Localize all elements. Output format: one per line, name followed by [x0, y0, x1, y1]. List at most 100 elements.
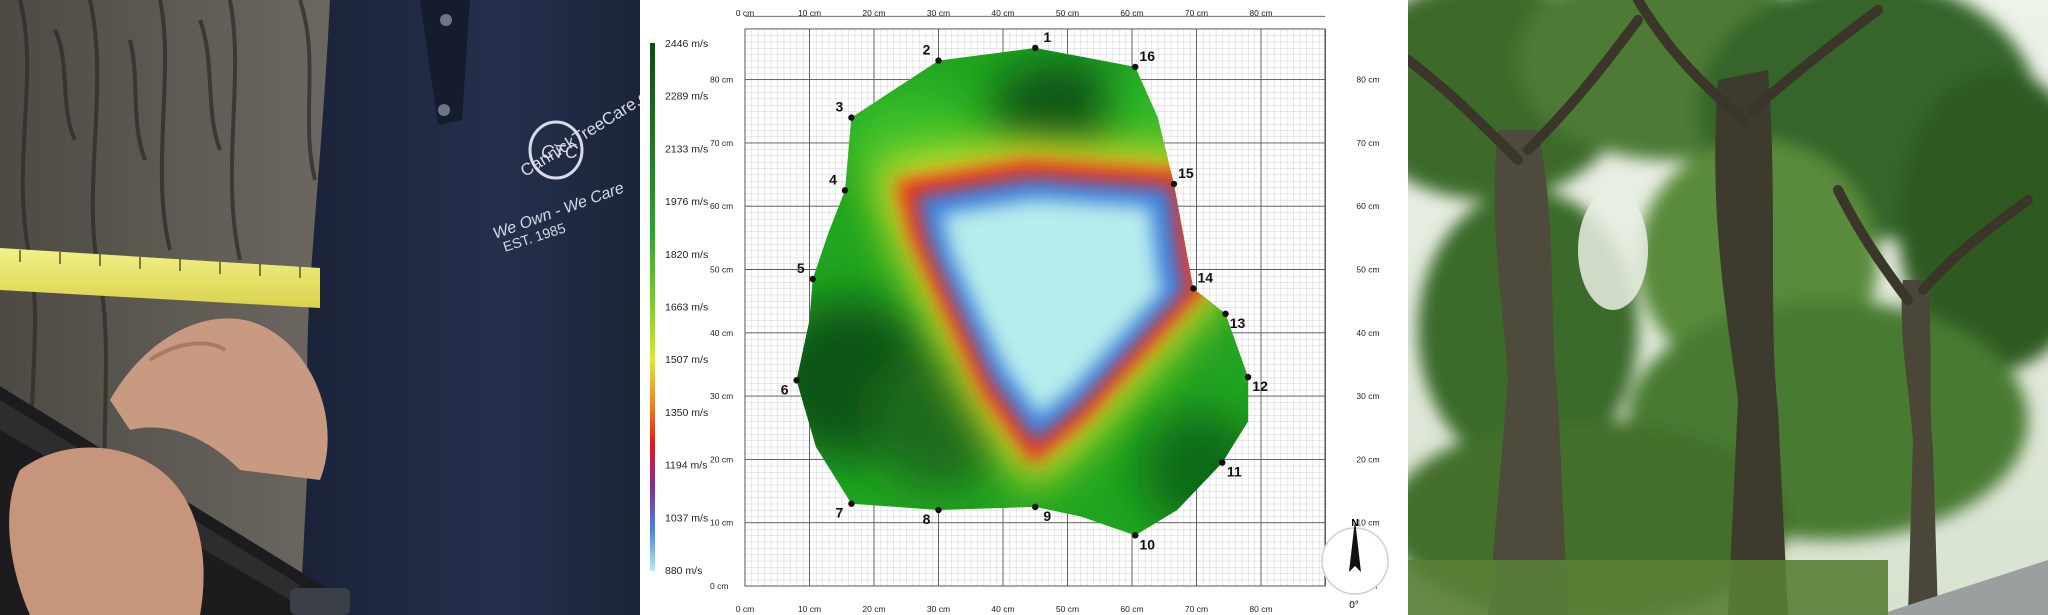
x-tick-bottom-40: 40 cm — [991, 604, 1014, 614]
sensor-label-10: 10 — [1139, 536, 1155, 552]
sensor-label-12: 12 — [1252, 378, 1268, 394]
tree-trunk-left — [1488, 130, 1568, 615]
colorbar-label-7: 1350 m/s — [665, 407, 708, 419]
tree-trunk-right — [1901, 280, 1938, 615]
y-tick-right-10: 10 cm — [1356, 518, 1379, 528]
sensor-1 — [1032, 44, 1039, 52]
sensor-12 — [1244, 373, 1252, 381]
tree-avenue-photo — [1408, 0, 2048, 615]
x-tick-top-10: 10 cm — [798, 8, 821, 18]
tree-avenue-illustration — [1408, 0, 2048, 615]
y-tick-right-60: 60 cm — [1356, 201, 1379, 211]
x-tick-bottom-80: 80 cm — [1249, 604, 1272, 614]
y-tick-left-40: 40 cm — [710, 328, 733, 338]
y-tick-right-20: 20 cm — [1356, 454, 1379, 464]
y-tick-right-80: 80 cm — [1356, 75, 1379, 85]
colorbar-label-2: 2133 m/s — [665, 143, 708, 155]
sensor-10 — [1132, 532, 1139, 539]
y-axis-left-labels: 0 cm 10 cm 20 cm 30 cm 40 cm 50 cm 60 cm 70 cm 8… — [710, 75, 733, 591]
x-tick-bottom-10: 10 cm — [798, 604, 821, 614]
sensor-13 — [1222, 310, 1229, 318]
sensor-label-9: 9 — [1043, 508, 1051, 524]
sensor-label-3: 3 — [836, 99, 844, 115]
y-tick-left-10: 10 cm — [710, 518, 733, 528]
sensor-label-13: 13 — [1230, 315, 1246, 331]
colorbar-label-3: 1976 m/s — [665, 196, 708, 208]
sensor-5 — [809, 275, 816, 283]
sensor-label-6: 6 — [781, 381, 789, 397]
sensor-6 — [793, 377, 800, 384]
tomogram-panel: 1 2 3 4 5 6 7 8 9 10 11 12 13 14 15 16 0 cm 10 cm 20 cm 30… — [640, 0, 1408, 615]
colorbar-label-6: 1507 m/s — [665, 354, 708, 366]
logo-monogram: CTC — [541, 142, 579, 162]
sensor-3 — [848, 114, 855, 121]
sensor-2 — [935, 57, 942, 64]
x-tick-bottom-50: 50 cm — [1056, 604, 1079, 614]
colorbar-label-1: 2289 m/s — [665, 91, 708, 103]
colorbar-label-8: 1194 m/s — [665, 460, 707, 472]
sensor-label-7: 7 — [836, 505, 844, 521]
x-tick-top-20: 20 cm — [862, 8, 885, 18]
x-tick-top-30: 30 cm — [927, 8, 950, 18]
sensor-9 — [1032, 503, 1039, 511]
x-tick-top-50: 50 cm — [1056, 8, 1079, 18]
colorbar-labels: 2446 m/s 2289 m/s 2133 m/s 1976 m/s 1820 m/s… — [665, 38, 708, 577]
sensor-label-4: 4 — [829, 171, 837, 187]
sensor-label-15: 15 — [1178, 165, 1194, 181]
sensor-11 — [1219, 459, 1226, 466]
arborist-photo: CannickTreeCare.co.uk CTC We Own - We Ca… — [0, 0, 640, 615]
sensor-label-16: 16 — [1139, 48, 1155, 64]
x-axis-bottom-labels: 0 cm 10 cm 20 cm 30 cm 40 cm 50 cm 60 cm 70 cm 8… — [736, 604, 1273, 614]
sensor-label-8: 8 — [923, 511, 931, 527]
sensor-4 — [841, 187, 849, 194]
x-tick-top-80: 80 cm — [1249, 8, 1272, 18]
x-tick-top-60: 60 cm — [1120, 8, 1143, 18]
hand — [110, 318, 328, 480]
y-tick-right-30: 30 cm — [1356, 391, 1379, 401]
sensor-15 — [1170, 180, 1178, 188]
x-tick-top-40: 40 cm — [991, 8, 1014, 18]
y-tick-left-20: 20 cm — [710, 454, 733, 464]
road — [1878, 560, 2048, 615]
sensor-label-2: 2 — [923, 42, 931, 58]
colorbar-label-0: 2446 m/s — [665, 38, 708, 50]
y-tick-left-70: 70 cm — [710, 138, 733, 148]
sensor-label-14: 14 — [1197, 269, 1213, 285]
north-arrow: N 0° — [1321, 518, 1389, 611]
north-label: N — [1351, 518, 1358, 529]
x-tick-bottom-20: 20 cm — [862, 604, 885, 614]
sensor-16 — [1132, 63, 1139, 71]
north-arrow-icon — [1349, 520, 1361, 572]
arborist-illustration: CannickTreeCare.co.uk CTC We Own - We Ca… — [0, 0, 640, 615]
colorbar-label-9: 1037 m/s — [665, 512, 708, 524]
sensor-8 — [935, 506, 942, 514]
y-tick-left-50: 50 cm — [710, 265, 733, 275]
colorbar — [650, 43, 655, 571]
tree-trunk-center — [1715, 70, 1788, 615]
x-axis-top-labels: 0 cm 10 cm 20 cm 30 cm 40 cm 50 cm 60 cm 70 cm 8… — [736, 8, 1273, 18]
y-tick-right-70: 70 cm — [1356, 138, 1379, 148]
sensor-label-1: 1 — [1043, 29, 1051, 45]
x-tick-top-0: 0 cm — [736, 8, 754, 18]
sensor-7 — [848, 500, 855, 507]
colorbar-label-4: 1820 m/s — [665, 249, 708, 261]
y-tick-left-30: 30 cm — [710, 391, 733, 401]
measuring-tape — [0, 248, 320, 308]
sensor-label-5: 5 — [797, 260, 805, 276]
x-tick-bottom-70: 70 cm — [1185, 604, 1208, 614]
wristwatch — [290, 588, 350, 615]
x-tick-bottom-0: 0 cm — [736, 604, 754, 614]
y-tick-right-50: 50 cm — [1356, 265, 1379, 275]
sensor-14 — [1190, 285, 1197, 292]
y-tick-left-80: 80 cm — [710, 75, 733, 85]
colorbar-label-5: 1663 m/s — [665, 302, 708, 314]
y-tick-left-0: 0 cm — [710, 581, 728, 591]
sensor-label-11: 11 — [1227, 464, 1242, 480]
y-tick-left-60: 60 cm — [710, 201, 733, 211]
north-angle-label: 0° — [1349, 600, 1359, 611]
y-tick-right-40: 40 cm — [1356, 328, 1379, 338]
